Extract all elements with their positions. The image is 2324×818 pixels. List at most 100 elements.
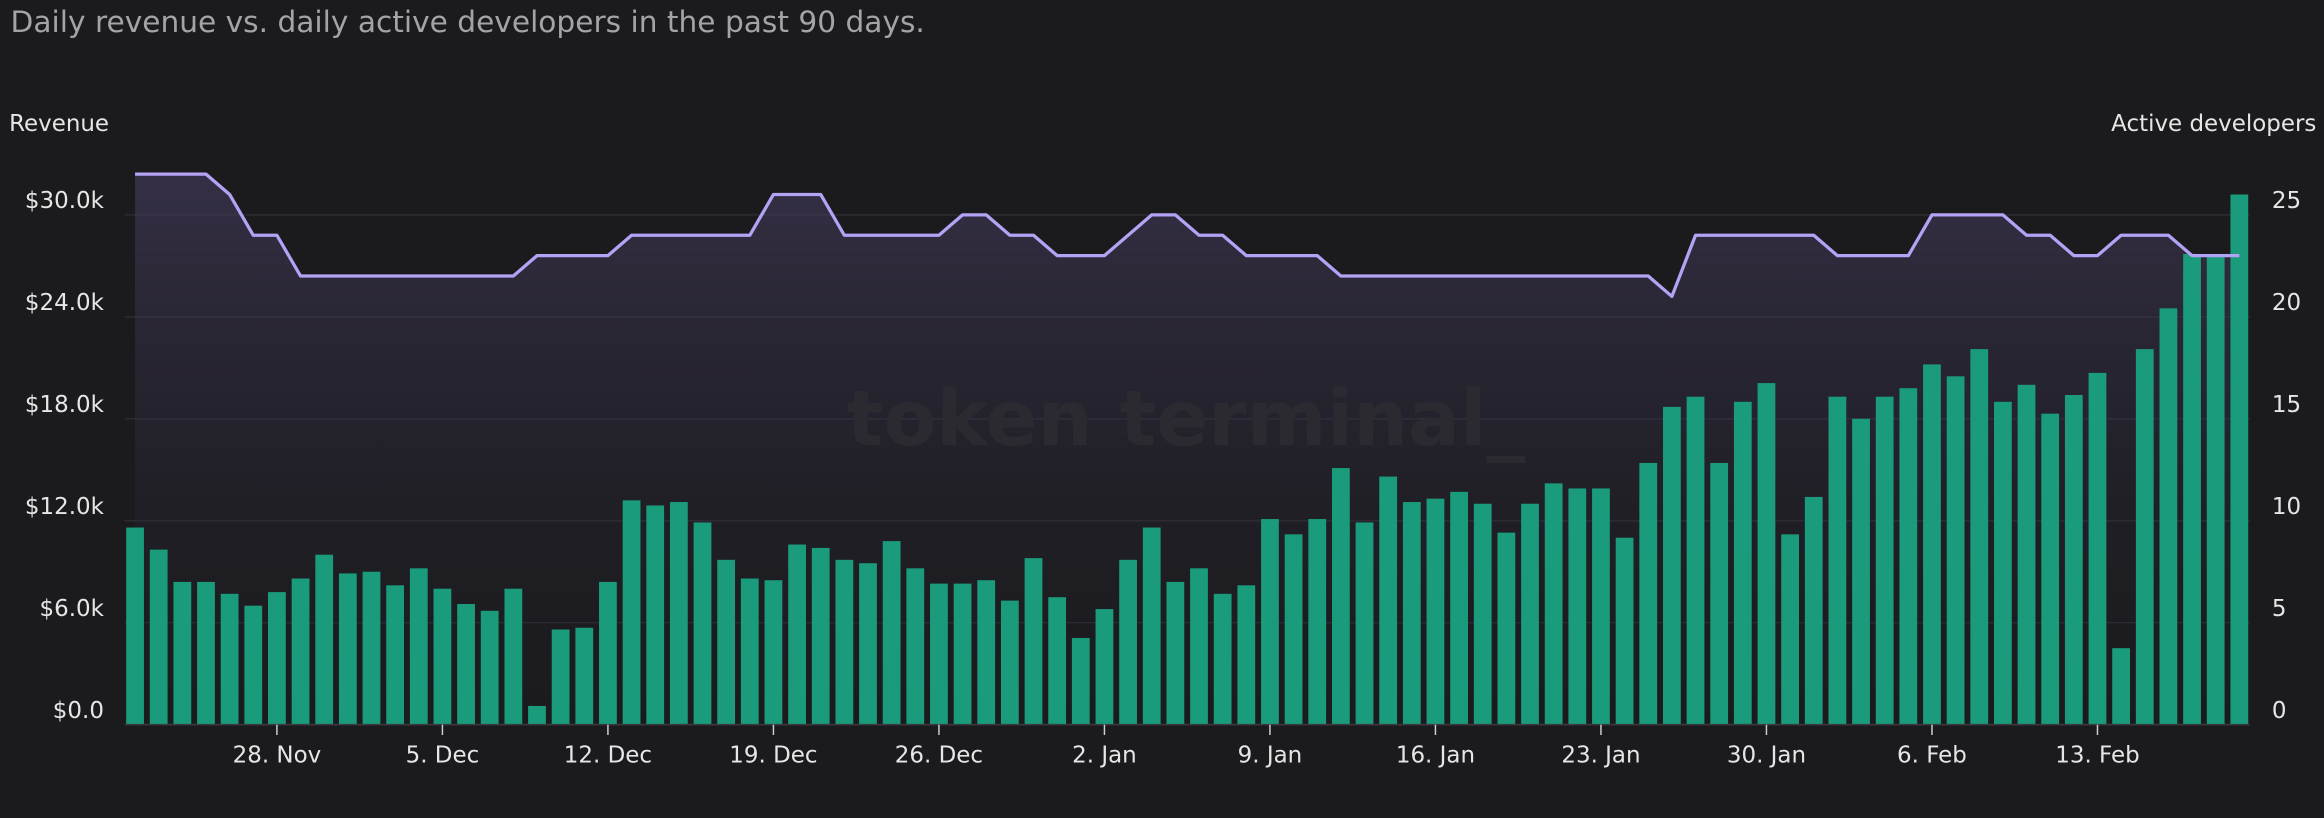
bar (1639, 462, 1658, 725)
bar (291, 578, 310, 725)
bar (1828, 396, 1847, 725)
bar (244, 605, 263, 725)
bar (149, 549, 168, 725)
y-tick-label: $30.0k (25, 188, 105, 214)
y-tick-label: $12.0k (25, 494, 105, 520)
bar (1662, 406, 1681, 725)
bar (1331, 468, 1350, 725)
x-tick-label: 16. Jan (1396, 742, 1475, 768)
bar (2088, 372, 2107, 725)
bar (1804, 496, 1823, 725)
bar (1142, 527, 1161, 725)
bar (1710, 462, 1729, 725)
bar (2017, 384, 2036, 725)
x-tick-label: 13. Feb (2055, 742, 2139, 768)
line (135, 172, 2240, 299)
bar (2230, 194, 2249, 725)
bar (835, 559, 854, 725)
bar (2041, 413, 2060, 725)
bar (906, 568, 925, 725)
bar (1284, 534, 1303, 725)
bar (1781, 534, 1799, 725)
y-tick-label: $18.0k (25, 392, 105, 418)
y-axis-title: Revenue (9, 111, 109, 137)
bar (1544, 483, 1563, 725)
bar (386, 585, 405, 725)
bar (1450, 491, 1468, 725)
bar (457, 603, 475, 725)
bar (1261, 519, 1279, 725)
bar (433, 588, 452, 725)
bar (2064, 394, 2083, 725)
y-tick-label: $24.0k (25, 290, 105, 316)
bar (1213, 593, 1232, 725)
bar (362, 571, 381, 725)
bar (1899, 388, 1918, 725)
bar (977, 580, 996, 725)
bar (1473, 503, 1492, 725)
bar (1355, 522, 1374, 725)
bar (1048, 597, 1067, 725)
bar (622, 500, 641, 725)
x-tick-label: 5. Dec (406, 742, 480, 768)
bar (2112, 648, 2131, 725)
chart-title: Daily revenue vs. daily active developer… (11, 4, 925, 39)
y-tick-label: $0.0 (53, 698, 104, 724)
bar (2183, 253, 2201, 725)
bar (1000, 600, 1019, 725)
bar (1166, 581, 1185, 725)
x-tick-label: 19. Dec (729, 742, 817, 768)
watermark: token terminal_ (846, 374, 1525, 464)
y2-tick-label: 5 (2272, 596, 2287, 622)
y2-axis-title: Active developers (2111, 111, 2316, 137)
x-tick-label: 23. Jan (1561, 742, 1640, 768)
bar (315, 554, 334, 725)
bar (1071, 637, 1090, 725)
bar (220, 593, 239, 725)
bar (1923, 364, 1941, 725)
bar (528, 705, 546, 725)
bar (811, 547, 830, 725)
x-tick-label: 2. Jan (1072, 742, 1137, 768)
bar (1686, 396, 1705, 725)
bar (338, 573, 357, 725)
axes: $0.0 $6.0k $12.0k $18.0k $24.0k $30.0k 0 5 10 15 2… (25, 188, 2301, 768)
bar (126, 527, 144, 725)
bar (268, 592, 286, 725)
bar (599, 581, 617, 725)
y2-tick-label: 15 (2272, 392, 2301, 418)
x-tick-label: 26. Dec (895, 742, 983, 768)
bar (1095, 609, 1114, 725)
bar (2135, 349, 2154, 725)
bar (575, 627, 594, 725)
y-tick-label: $6.0k (40, 596, 105, 622)
bar (717, 559, 736, 725)
bar (1190, 568, 1208, 725)
bar (197, 581, 215, 725)
x-tick-label: 9. Jan (1238, 742, 1303, 768)
lines (135, 172, 2240, 299)
bar (1402, 502, 1421, 725)
bars (126, 194, 2249, 725)
x-tick-label: 30. Jan (1727, 742, 1806, 768)
bar (1757, 383, 1776, 725)
bar (1568, 488, 1587, 725)
bar (693, 522, 712, 725)
y2-tick-label: 25 (2272, 188, 2301, 214)
bar (504, 588, 523, 725)
bar (1592, 488, 1610, 725)
bar (1852, 418, 1870, 725)
bar (859, 563, 877, 725)
bar (1237, 585, 1256, 725)
bar (882, 541, 901, 725)
bar (551, 629, 570, 725)
bar (2159, 308, 2178, 725)
y2-tick-label: 10 (2272, 494, 2301, 520)
bar (1994, 401, 2012, 725)
bar (646, 505, 665, 725)
bar (1521, 503, 1539, 725)
y2-tick-label: 20 (2272, 290, 2301, 316)
bar (930, 583, 948, 725)
bar (740, 578, 759, 725)
